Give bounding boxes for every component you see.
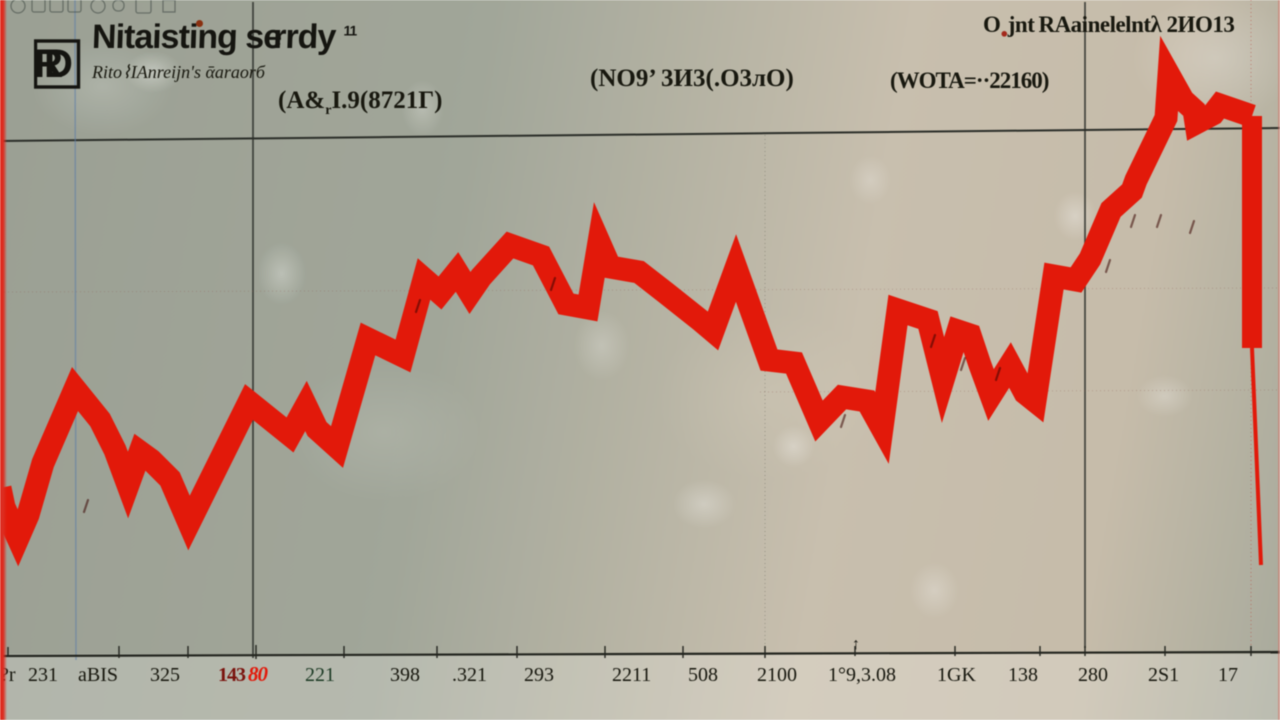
svg-text:D: D (44, 42, 73, 86)
